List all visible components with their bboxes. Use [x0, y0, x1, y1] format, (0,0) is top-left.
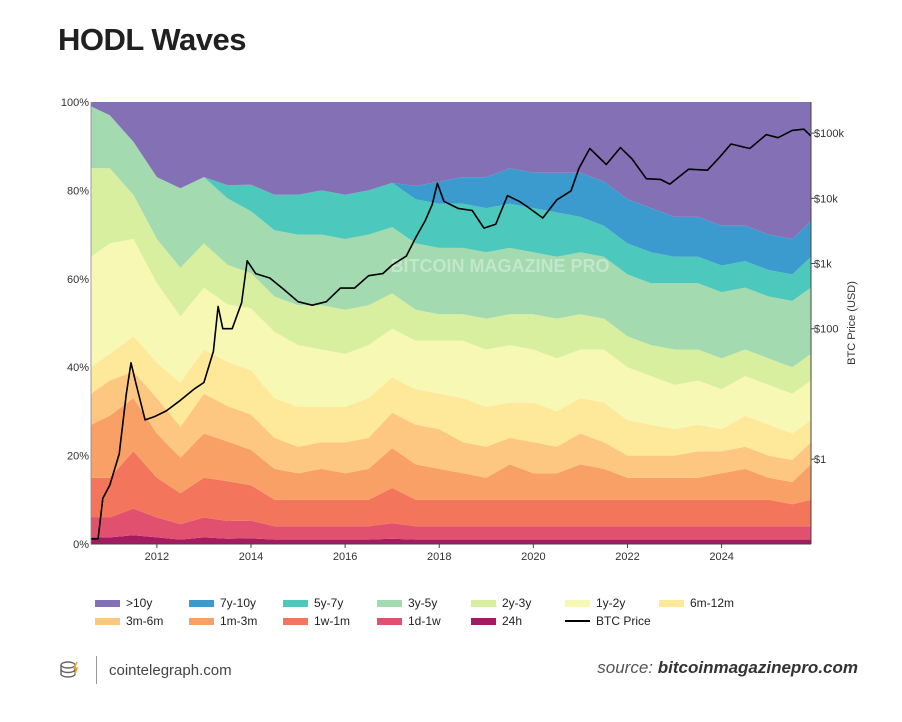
source-prefix: source: [597, 658, 654, 677]
area-band [91, 239, 811, 434]
legend-swatch [189, 617, 214, 625]
y2-tick-label: $1 [814, 454, 826, 466]
legend-item[interactable]: 2y-3y [471, 596, 565, 610]
area-band [91, 336, 811, 460]
legend-item[interactable]: 24h [471, 614, 565, 628]
hodl-waves-chart: BITCOIN MAGAZINE PRO 2012 2014 2016 2018 202… [61, 97, 858, 563]
x-tick-label: 2018 [427, 551, 451, 563]
legend-item[interactable]: BTC Price [565, 614, 659, 628]
legend-item[interactable]: 3m-6m [95, 614, 189, 628]
legend-swatch [377, 599, 402, 607]
legend-item[interactable]: 1w-1m [283, 614, 377, 628]
y2-tick-label: $1k [814, 259, 832, 271]
legend-label: 1w-1m [314, 614, 351, 628]
legend-label: 2y-3y [502, 596, 532, 610]
y-axis-left: 0% 20% 40% 60% 80% 100% [61, 97, 89, 551]
legend-item[interactable]: 1y-2y [565, 596, 659, 610]
y2-tick-label: $100 [814, 324, 838, 336]
y-tick-label: 80% [67, 185, 89, 197]
legend-swatch [471, 599, 496, 607]
legend-label: 1y-2y [596, 596, 626, 610]
source-link[interactable]: bitcoinmagazinepro.com [657, 658, 858, 677]
area-band [91, 106, 811, 301]
legend-item[interactable]: >10y [95, 596, 189, 610]
legend-item[interactable]: 3y-5y [377, 596, 471, 610]
y-tick-label: 60% [67, 274, 89, 286]
legend-row-1: >10y 7y-10y 5y-7y 3y-5y 2y-3y 1y-2y 6m-1… [95, 594, 815, 612]
x-tick-label: 2024 [709, 551, 733, 563]
area-band [91, 106, 811, 368]
legend-swatch [283, 599, 308, 607]
footer-divider [96, 656, 97, 684]
legend-swatch [95, 617, 120, 625]
y-tick-label: 40% [67, 362, 89, 374]
area-band [91, 106, 811, 275]
legend-label: 24h [502, 614, 523, 628]
area-band [91, 451, 811, 527]
legend-swatch [283, 617, 308, 625]
legend-label: 1d-1w [408, 614, 441, 628]
area-band [91, 508, 811, 540]
x-tick-label: 2020 [521, 551, 545, 563]
x-tick-label: 2016 [333, 551, 357, 563]
footer-site[interactable]: cointelegraph.com [109, 661, 232, 679]
area-band [91, 398, 811, 505]
legend-label: 3m-6m [126, 614, 164, 628]
chart-title: HODL Waves [58, 22, 246, 57]
y-tick-label: 0% [73, 539, 89, 551]
legend-swatch [95, 599, 120, 607]
y2-tick-label: $100k [814, 128, 844, 140]
legend-item[interactable]: 1m-3m [189, 614, 283, 628]
area-band [91, 168, 811, 394]
legend-label: >10y [126, 596, 153, 610]
watermark: BITCOIN MAGAZINE PRO [391, 256, 610, 276]
legend-label: BTC Price [596, 614, 651, 628]
legend-label: 7y-10y [220, 596, 257, 610]
btc-price-line [91, 128, 812, 540]
legend-swatch [189, 599, 214, 607]
legend-item[interactable]: 6m-12m [659, 596, 753, 610]
legend-item[interactable]: 7y-10y [189, 596, 283, 610]
footer-brand: cointelegraph.com [58, 656, 232, 684]
legend-label: 1m-3m [220, 614, 258, 628]
legend-swatch [565, 599, 590, 607]
legend-item[interactable]: 1d-1w [377, 614, 471, 628]
legend-swatch [471, 617, 496, 625]
legend-swatch [377, 617, 402, 625]
area-band [91, 371, 811, 483]
area-band [91, 102, 811, 239]
y-axis-right: $1 $100 $1k $10k $100k [811, 128, 844, 466]
area-layers [91, 102, 811, 544]
footer-source: source: bitcoinmagazinepro.com [597, 658, 858, 678]
legend-label: 3y-5y [408, 596, 438, 610]
x-tick-label: 2014 [239, 551, 263, 563]
legend-row-2: 3m-6m 1m-3m 1w-1m 1d-1w 24h BTC Price [95, 612, 815, 630]
y-tick-label: 20% [67, 451, 89, 463]
legend-item[interactable]: 5y-7y [283, 596, 377, 610]
y-tick-label: 100% [61, 97, 89, 109]
cointelegraph-logo-icon [60, 661, 79, 678]
legend-swatch [659, 599, 684, 607]
x-tick-label: 2012 [145, 551, 169, 563]
legend-label: 6m-12m [690, 596, 735, 610]
x-axis: 2012 2014 2016 2018 2020 2022 2024 [145, 544, 734, 563]
legend: >10y 7y-10y 5y-7y 3y-5y 2y-3y 1y-2y 6m-1… [95, 594, 815, 630]
legend-line-swatch [565, 620, 590, 622]
y2-axis-label: BTC Price (USD) [846, 281, 858, 365]
x-tick-label: 2022 [615, 551, 639, 563]
legend-label: 5y-7y [314, 596, 344, 610]
y2-tick-label: $10k [814, 193, 838, 205]
